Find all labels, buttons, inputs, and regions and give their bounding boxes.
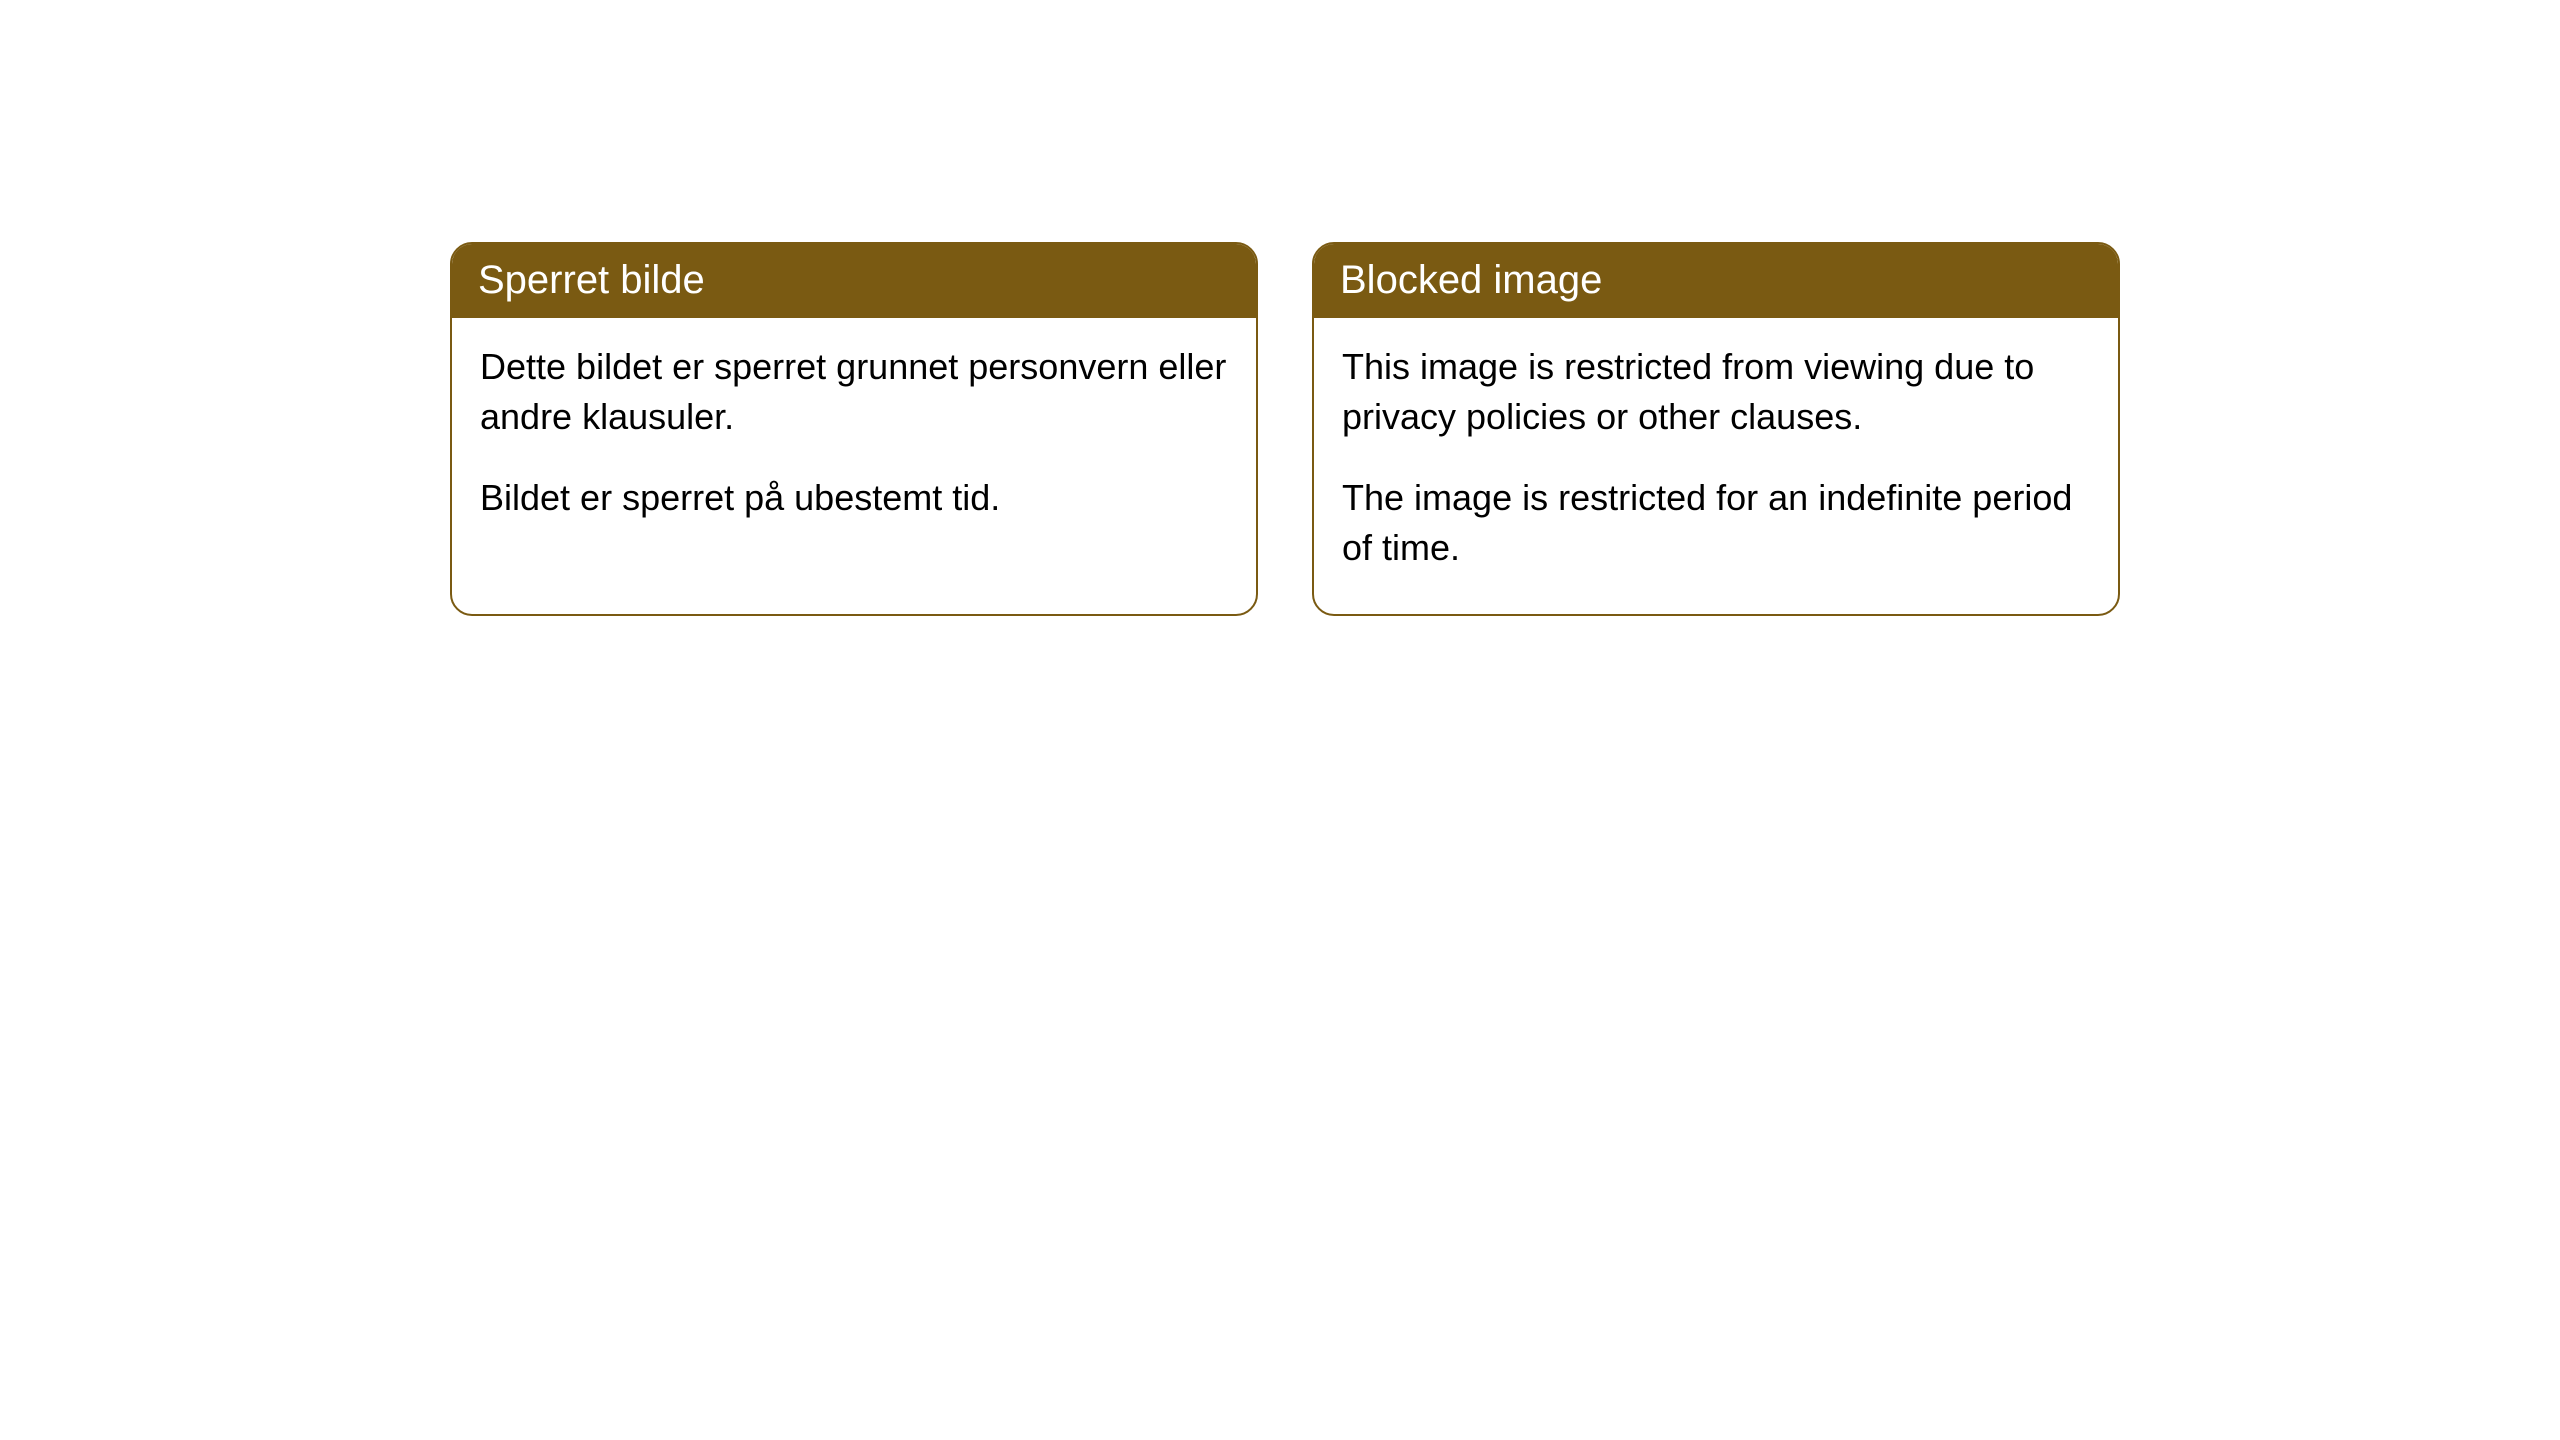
- blocked-image-card-en: Blocked image This image is restricted f…: [1312, 242, 2120, 616]
- blocked-image-card-no: Sperret bilde Dette bildet er sperret gr…: [450, 242, 1258, 616]
- card-header-en: Blocked image: [1314, 244, 2118, 318]
- card-paragraph-2-no: Bildet er sperret på ubestemt tid.: [480, 473, 1228, 523]
- card-body-en: This image is restricted from viewing du…: [1314, 318, 2118, 614]
- notice-cards-container: Sperret bilde Dette bildet er sperret gr…: [450, 242, 2120, 616]
- card-body-no: Dette bildet er sperret grunnet personve…: [452, 318, 1256, 563]
- card-header-no: Sperret bilde: [452, 244, 1256, 318]
- card-paragraph-2-en: The image is restricted for an indefinit…: [1342, 473, 2090, 574]
- card-paragraph-1-no: Dette bildet er sperret grunnet personve…: [480, 342, 1228, 443]
- card-paragraph-1-en: This image is restricted from viewing du…: [1342, 342, 2090, 443]
